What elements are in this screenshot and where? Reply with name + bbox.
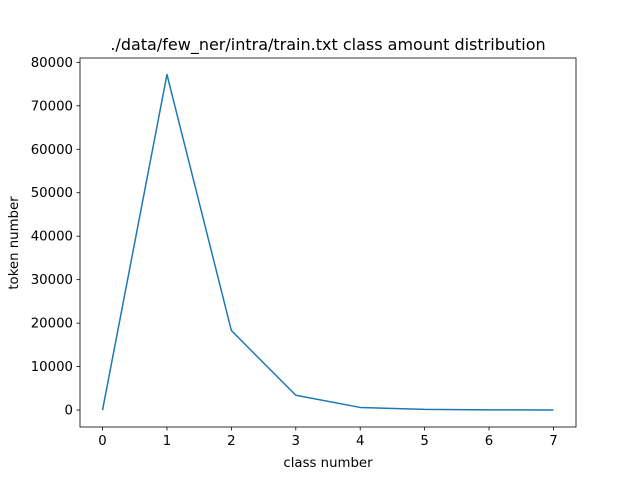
x-tick-label: 2 [227,434,235,449]
series-line-0 [101,73,554,411]
y-tick-label: 0 [65,404,73,419]
x-tick-label: 1 [163,434,171,449]
y-tick-label: 60000 [31,143,73,158]
y-tick-label: 10000 [31,360,73,375]
y-tick-label: 70000 [31,99,73,114]
x-tick-label: 6 [485,434,493,449]
x-tick-label: 3 [292,434,300,449]
x-axis-label: class number [283,456,373,471]
y-tick-label: 80000 [31,56,73,71]
x-axis: 0 1 2 3 4 5 6 7 [98,427,558,449]
y-tick-label: 40000 [31,230,73,245]
y-tick-label: 30000 [31,273,73,288]
x-tick-label: 5 [420,434,428,449]
chart-title: ./data/few_ner/intra/train.txt class amo… [110,35,545,55]
x-tick-label: 0 [98,434,106,449]
series-group [101,73,554,411]
x-tick-label: 4 [356,434,364,449]
x-tick-label: 7 [549,434,557,449]
y-axis-label: token number [7,196,22,290]
y-tick-label: 20000 [31,317,73,332]
y-tick-label: 50000 [31,186,73,201]
y-axis: 0 10000 20000 30000 40000 50000 60000 70000 8000… [31,56,80,419]
plot-area-frame [79,57,577,428]
